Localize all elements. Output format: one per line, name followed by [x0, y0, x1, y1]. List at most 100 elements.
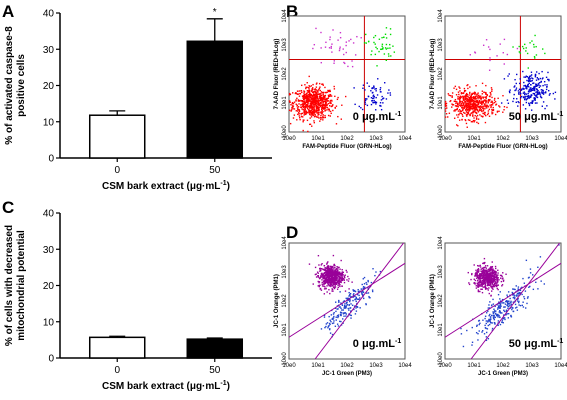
chart-d-point — [342, 301, 345, 303]
chart-b-point — [304, 108, 306, 111]
chart-b-point — [302, 94, 305, 96]
chart-d-point — [505, 310, 507, 313]
chart-b-point — [374, 34, 377, 37]
chart-d-point — [332, 254, 335, 257]
chart-d-point — [362, 291, 365, 294]
chart-d-point — [340, 314, 342, 317]
chart-b-point — [317, 100, 319, 102]
chart-d-point — [558, 244, 560, 246]
chart-b-point — [536, 93, 538, 95]
chart-b-point — [313, 111, 315, 114]
chart-b-point — [451, 103, 453, 105]
chart-b-point — [297, 100, 300, 102]
chart-b-point — [292, 108, 294, 110]
chart-b-point — [291, 102, 294, 105]
chart-d-point — [497, 272, 499, 274]
chart-d-point — [335, 267, 338, 270]
chart-d-point — [476, 273, 478, 275]
chart-b-point — [317, 113, 320, 115]
chart-b-point — [466, 94, 468, 97]
chart-b-point — [329, 115, 332, 117]
chart-d-point — [477, 339, 479, 341]
chart-d-point — [330, 274, 332, 276]
chart-b-point — [381, 43, 384, 45]
chart-b-point — [376, 65, 378, 67]
chart-d-point — [507, 291, 510, 293]
chart-b-point — [533, 97, 535, 99]
chart-b-point — [474, 103, 476, 105]
chart-b-point — [364, 101, 366, 103]
chart-b-point — [476, 100, 478, 102]
chart-a-y-axis-label: % of activated caspase-8 — [4, 26, 15, 145]
chart-b-point — [474, 119, 476, 122]
chart-d-point — [318, 284, 320, 287]
chart-b-point — [315, 86, 318, 88]
chart-d-point — [339, 320, 341, 323]
chart-d-point — [357, 290, 360, 293]
chart-b-point — [534, 97, 536, 99]
chart-b-point — [472, 111, 475, 113]
chart-b-point — [307, 106, 310, 108]
chart-d-point — [505, 309, 508, 311]
chart-d-point — [505, 273, 507, 275]
chart-b-point — [305, 103, 308, 106]
chart-b-point — [528, 104, 531, 107]
chart-b-point — [477, 111, 479, 113]
chart-d-point — [329, 265, 331, 267]
chart-d-point — [507, 302, 509, 305]
chart-b-point — [303, 114, 305, 116]
chart-b-point — [474, 95, 477, 98]
chart-d-point — [331, 276, 333, 278]
chart-d-point — [479, 290, 481, 293]
chart-b-point — [522, 70, 524, 73]
chart-b-point — [387, 53, 390, 55]
chart-d-point — [336, 288, 339, 290]
chart-d-x-tick-label: 10e2 — [496, 363, 510, 369]
chart-b-point — [308, 92, 311, 94]
chart-b-y-tick-label: 10e2 — [438, 67, 444, 81]
chart-b-point — [479, 97, 481, 99]
chart-b-point — [451, 95, 453, 97]
chart-d-point — [498, 307, 500, 309]
chart-b-point — [489, 98, 491, 101]
chart-b-point — [384, 47, 387, 49]
chart-b-point — [529, 79, 531, 82]
chart-b-point — [484, 100, 487, 102]
chart-b-point — [455, 88, 458, 91]
chart-b-point — [479, 109, 481, 112]
chart-b-point — [317, 91, 319, 93]
chart-b-point — [460, 103, 462, 105]
chart-d-point — [325, 269, 327, 272]
chart-d-point — [501, 285, 503, 287]
chart-d-point — [494, 282, 496, 285]
chart-b-point — [481, 82, 484, 85]
chart-b-point — [389, 92, 391, 94]
chart-b-point — [322, 97, 325, 100]
chart-d-point — [481, 272, 483, 274]
chart-d-point — [482, 286, 484, 288]
chart-d-point — [499, 305, 501, 307]
chart-b-point — [476, 108, 478, 110]
chart-b-point — [474, 101, 476, 103]
chart-b-point — [464, 119, 467, 122]
chart-c-bar-50 — [186, 338, 244, 359]
chart-d-point — [484, 287, 487, 289]
chart-d-point — [486, 287, 488, 290]
chart-b-point — [462, 96, 465, 99]
chart-d-point — [324, 286, 326, 288]
chart-d-point — [476, 269, 479, 271]
chart-b-point — [527, 85, 530, 88]
chart-d-point — [495, 271, 497, 274]
chart-b-point — [516, 73, 518, 76]
chart-d-point — [327, 276, 329, 278]
chart-d-point — [499, 298, 501, 300]
chart-b-point — [389, 47, 391, 49]
chart-b-point — [372, 101, 375, 104]
chart-b-point — [379, 102, 382, 104]
chart-b-point — [526, 79, 528, 82]
chart-d-point — [317, 254, 320, 257]
chart-d-x-axis-label: JC-1 Green (PM3) — [322, 371, 372, 377]
chart-b-point — [497, 97, 499, 100]
chart-d-point — [478, 319, 481, 322]
chart-d-point — [329, 278, 332, 280]
